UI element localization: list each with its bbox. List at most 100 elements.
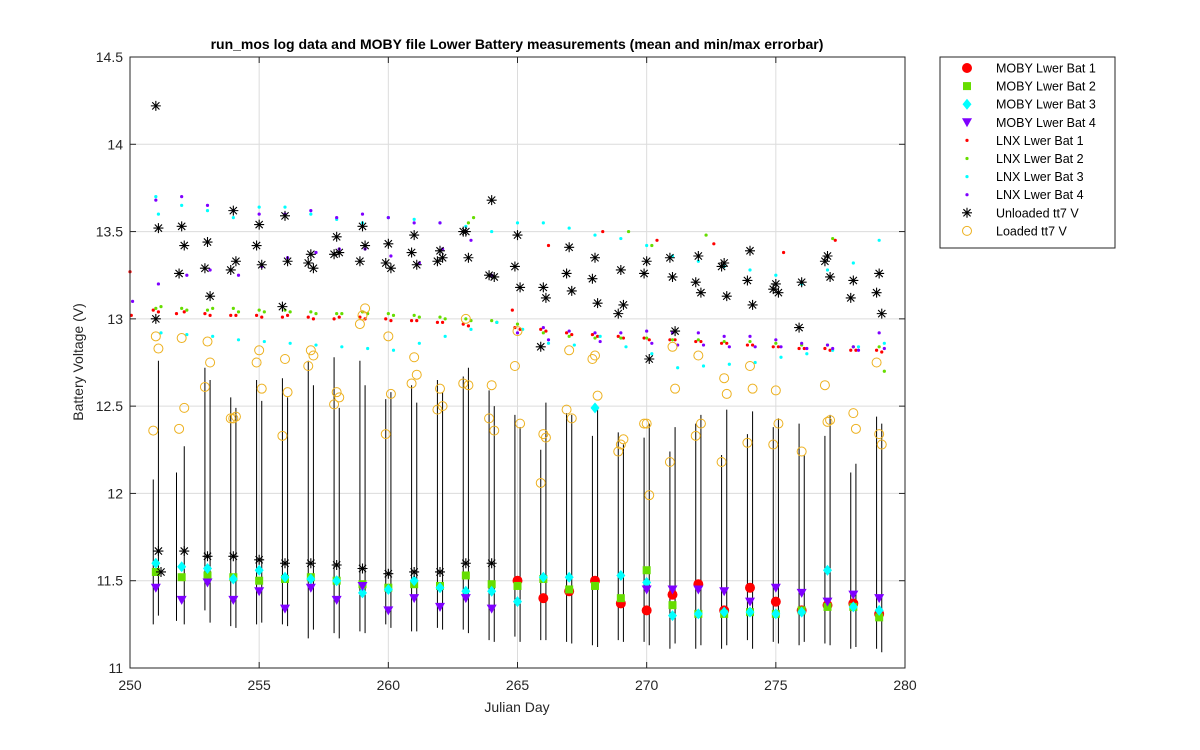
data-point	[538, 282, 549, 293]
data-point	[305, 583, 316, 593]
data-point	[823, 346, 827, 351]
data-point	[202, 551, 213, 562]
data-point	[515, 418, 526, 429]
data-point	[159, 305, 163, 309]
data-point	[768, 439, 779, 450]
data-point	[257, 212, 261, 216]
data-point	[874, 429, 885, 440]
data-point	[670, 326, 681, 337]
series-moby-lwer-bat-3	[151, 402, 884, 622]
data-point	[484, 270, 495, 281]
data-point	[719, 587, 730, 597]
data-point	[587, 354, 598, 365]
data-point	[251, 357, 262, 368]
data-point	[587, 273, 598, 284]
data-point	[823, 602, 832, 611]
data-point	[176, 333, 187, 344]
data-point	[598, 339, 602, 344]
data-point	[566, 285, 577, 296]
legend-label: MOBY Lwer Bat 4	[996, 116, 1096, 130]
data-point	[701, 343, 706, 347]
data-point	[564, 331, 569, 335]
data-point	[231, 216, 235, 220]
data-point	[435, 602, 445, 612]
data-point	[461, 571, 470, 580]
data-point	[572, 343, 576, 347]
data-point	[690, 277, 701, 288]
legend-item: LNX Lwer Bat 4	[965, 188, 1084, 202]
data-point	[412, 217, 416, 221]
data-point	[727, 362, 731, 366]
data-point	[670, 383, 681, 394]
data-point	[644, 354, 655, 365]
data-point	[693, 585, 704, 595]
data-point	[592, 390, 603, 401]
x-tick-label: 280	[893, 677, 917, 693]
data-point	[203, 562, 212, 574]
data-point	[848, 601, 858, 613]
data-point	[650, 341, 654, 345]
data-point	[875, 613, 884, 622]
data-point	[203, 571, 212, 580]
data-point	[538, 571, 548, 583]
data-point	[513, 581, 522, 590]
data-point	[546, 338, 551, 342]
data-point	[540, 432, 551, 443]
data-point	[150, 100, 161, 111]
data-point	[366, 346, 370, 351]
data-point	[236, 310, 241, 314]
data-point	[876, 308, 887, 319]
data-point	[156, 566, 166, 577]
data-point	[773, 287, 784, 298]
data-point	[797, 606, 807, 618]
data-point	[360, 212, 365, 216]
data-point	[641, 256, 652, 267]
data-point	[460, 313, 471, 324]
data-point	[822, 416, 833, 427]
data-point	[712, 242, 716, 246]
data-point	[148, 425, 159, 436]
data-point	[417, 315, 421, 319]
data-point	[794, 322, 805, 333]
data-point	[466, 221, 471, 225]
data-point	[154, 306, 158, 310]
data-point	[335, 312, 339, 316]
data-point	[177, 573, 186, 582]
data-point	[667, 341, 678, 352]
data-point	[409, 575, 419, 587]
data-point	[768, 284, 779, 295]
data-point	[668, 610, 677, 622]
data-point	[774, 338, 778, 342]
data-point	[458, 226, 469, 237]
data-point	[882, 346, 886, 351]
legend-item: Unloaded tt7 V	[962, 206, 1079, 220]
data-point	[311, 317, 316, 321]
data-point	[256, 383, 267, 394]
data-point	[309, 310, 313, 314]
data-point	[234, 313, 238, 317]
data-point	[719, 341, 724, 345]
data-point	[642, 336, 646, 340]
data-point	[329, 399, 340, 410]
data-point	[314, 312, 318, 316]
data-point	[546, 341, 551, 345]
data-point	[722, 339, 726, 344]
data-point	[443, 317, 447, 321]
data-point	[693, 251, 704, 262]
data-point	[180, 195, 184, 199]
data-point	[156, 310, 161, 314]
data-point	[538, 593, 549, 604]
data-point	[590, 350, 600, 361]
data-point	[673, 338, 677, 342]
data-point	[277, 430, 288, 441]
data-point	[463, 252, 474, 263]
data-point	[340, 312, 344, 316]
data-point	[619, 336, 623, 340]
data-point	[340, 345, 344, 349]
data-point	[716, 261, 727, 272]
data-point	[251, 240, 262, 251]
data-point	[616, 334, 620, 338]
data-point	[236, 273, 241, 277]
legend-label: Unloaded tt7 V	[996, 206, 1079, 220]
data-point	[228, 595, 239, 605]
